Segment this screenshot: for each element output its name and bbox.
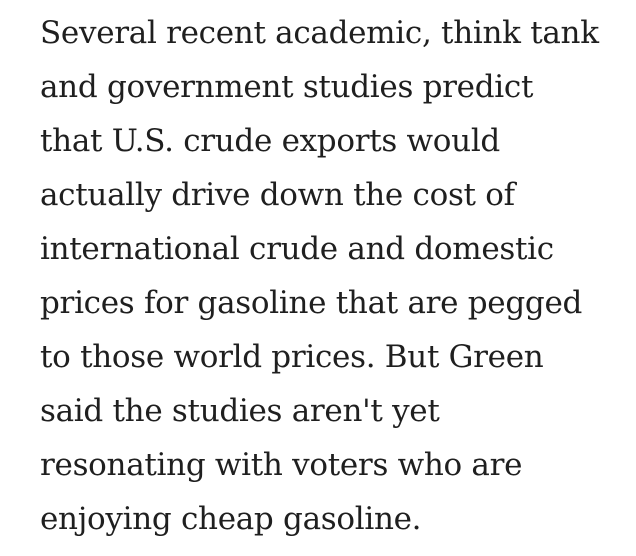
- paragraph-line: resonating with voters who are: [40, 447, 523, 483]
- paragraph-line: actually drive down the cost of: [40, 177, 515, 213]
- paragraph-line: to those world prices. But Green: [40, 339, 544, 375]
- paragraph-line: that U.S. crude exports would: [40, 123, 500, 159]
- paragraph-line: Several recent academic, think tank: [40, 15, 599, 51]
- paragraph-line: international crude and domestic: [40, 231, 554, 267]
- paragraph-line: prices for gasoline that are pegged: [40, 285, 583, 321]
- paragraph-line: and government studies predict: [40, 69, 534, 105]
- paragraph-line: said the studies aren't yet: [40, 393, 440, 429]
- paragraph-line: enjoying cheap gasoline.: [40, 501, 422, 537]
- article-paragraph: Several recent academic, think tank and …: [40, 6, 630, 546]
